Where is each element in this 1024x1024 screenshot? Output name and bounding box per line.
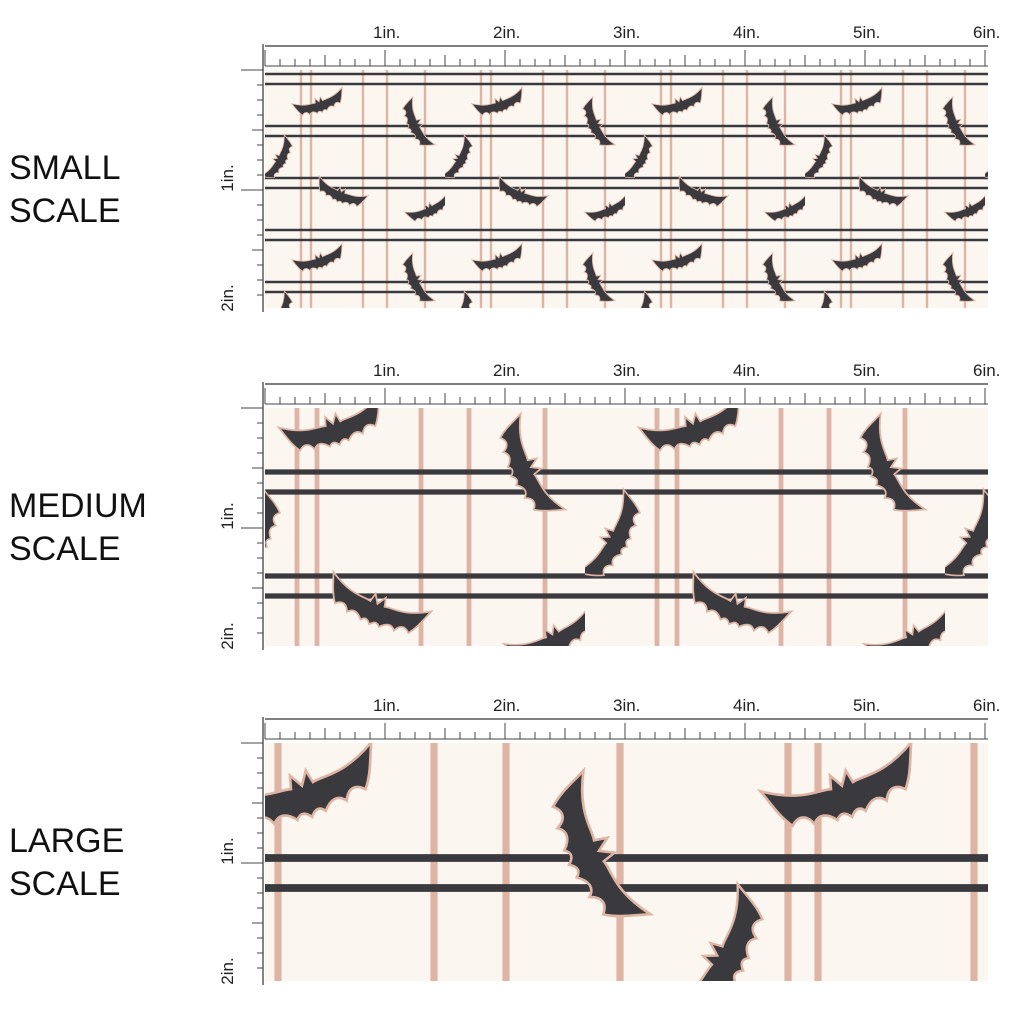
scale-label: SCALE (9, 530, 121, 568)
ruler-label: 1in. (218, 164, 237, 191)
ruler-label: 1in. (373, 361, 400, 380)
scale-label: MEDIUM (9, 487, 147, 525)
scale-label: SCALE (9, 192, 121, 230)
scale-label: SCALE (9, 865, 121, 903)
fabric-swatch (265, 743, 988, 981)
ruler-label: 5in. (853, 23, 880, 42)
ruler-label: 2in. (218, 957, 237, 984)
ruler-label: 4in. (733, 23, 760, 42)
scale-label: LARGE (9, 822, 124, 860)
ruler-label: 5in. (853, 361, 880, 380)
ruler-label: 6in. (973, 361, 1000, 380)
ruler-label: 2in. (218, 622, 237, 649)
ruler-label: 1in. (218, 502, 237, 529)
ruler-label: 5in. (853, 696, 880, 715)
ruler-label: 1in. (218, 837, 237, 864)
ruler-label: 2in. (493, 23, 520, 42)
ruler-label: 2in. (493, 696, 520, 715)
ruler-label: 2in. (493, 361, 520, 380)
ruler-label: 1in. (373, 696, 400, 715)
ruler-label: 3in. (613, 361, 640, 380)
ruler-label: 3in. (613, 23, 640, 42)
ruler-label: 4in. (733, 696, 760, 715)
ruler-label: 6in. (973, 23, 1000, 42)
ruler-label: 1in. (373, 23, 400, 42)
fabric-swatch (265, 408, 988, 646)
ruler-label: 4in. (733, 361, 760, 380)
ruler-label: 3in. (613, 696, 640, 715)
ruler-label: 2in. (218, 284, 237, 311)
ruler-label: 6in. (973, 696, 1000, 715)
fabric-swatch (265, 70, 988, 308)
scale-label: SMALL (9, 149, 121, 187)
